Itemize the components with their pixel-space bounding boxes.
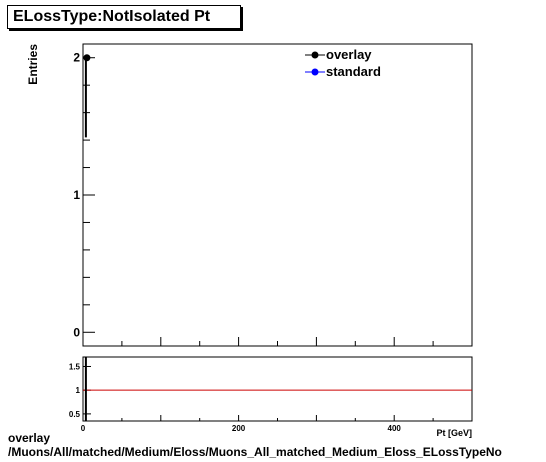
main-marks (83, 54, 91, 138)
ratio-x-axis-label: Pt [GeV] (436, 428, 472, 438)
ratio-plot-frame (82, 356, 473, 422)
main-plot-frame (82, 43, 473, 347)
title-box: ELossType:NotIsolated Pt (7, 5, 241, 29)
main-y-ticks: 0 1 2 (73, 51, 95, 339)
main-y-tick-label: 1 (73, 188, 80, 202)
main-x-ticks (82, 337, 473, 346)
legend-overlay-label: overlay (326, 47, 372, 62)
ratio-x-tick-label: 400 (388, 424, 402, 433)
ratio-x-tick-label: 200 (232, 424, 246, 433)
chart-title: ELossType:NotIsolated Pt (13, 8, 211, 25)
ratio-y-tick-label: 1 (76, 386, 81, 395)
overlay-point (83, 54, 91, 62)
main-y-tick-label: 0 (73, 325, 80, 339)
ratio-y-tick-label: 0.5 (69, 410, 81, 419)
legend: overlay standard (305, 47, 381, 79)
legend-standard-marker (311, 68, 319, 76)
legend-overlay-marker (311, 51, 319, 59)
footer-line-2: /Muons/All/matched/Medium/Eloss/Muons_Al… (8, 445, 502, 459)
main-y-tick-label: 2 (73, 51, 80, 65)
main-y-axis-label: Entries (26, 44, 40, 85)
footer-line-1: overlay (8, 431, 51, 445)
ratio-x-ticks: 0 200 400 (81, 415, 473, 433)
ratio-x-tick-label: 0 (81, 424, 86, 433)
footer-caption: overlay /Muons/All/matched/Medium/Eloss/… (8, 431, 502, 459)
ratio-marks (83, 357, 472, 421)
legend-standard-label: standard (326, 64, 381, 79)
ratio-y-tick-label: 1.5 (69, 362, 81, 371)
